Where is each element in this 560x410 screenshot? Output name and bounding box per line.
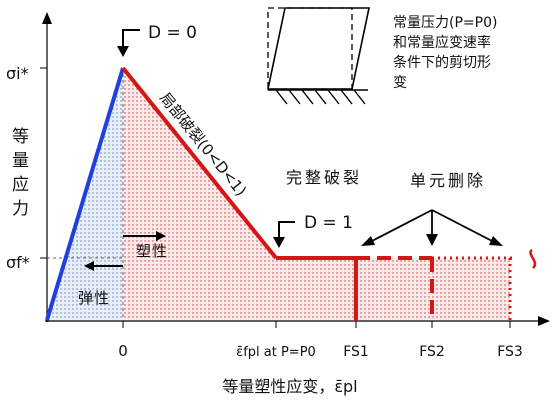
x-axis-title: 等量塑性应变，ε̄pl xyxy=(222,377,357,396)
deletion-arrowhead-mid xyxy=(426,234,438,246)
y-axis-title: 等 量 应 力 xyxy=(12,127,29,219)
elastic-line xyxy=(45,67,125,321)
ground-hatch xyxy=(275,89,366,105)
deletion-arrowhead-left xyxy=(361,236,375,246)
d-zero-arrow xyxy=(122,29,140,48)
deletion-arrow-left xyxy=(369,209,433,243)
y-axis-title-char: 力 xyxy=(12,199,29,219)
shear-note-line: 常量压力(P=P0) xyxy=(393,15,497,31)
damage-region xyxy=(123,68,510,320)
y-axis-title-char: 应 xyxy=(12,175,29,195)
shear-inset xyxy=(267,7,370,105)
y-axis-title-char: 量 xyxy=(12,151,29,171)
shear-note-line: 和常量应变速率 xyxy=(393,34,491,51)
d-one-label: D = 1 xyxy=(304,213,353,233)
tick-label-fs3: FS3 xyxy=(497,344,523,360)
damage-line xyxy=(121,66,278,260)
deformed-element xyxy=(267,7,370,90)
y-axis-arrowhead xyxy=(42,12,52,24)
d-one-arrowhead xyxy=(273,237,285,248)
shear-note: 常量压力(P=P0) 和常量应变速率 条件下的剪切形 变 xyxy=(393,15,497,91)
d-zero-label: D = 0 xyxy=(148,23,197,43)
tick-label-zero: 0 xyxy=(118,342,128,360)
shear-note-line: 条件下的剪切形 xyxy=(393,54,491,71)
sigma-f-label: σf* xyxy=(6,253,30,272)
shear-note-line: 变 xyxy=(393,75,407,91)
d-zero-arrowhead xyxy=(117,46,129,57)
tick-label-fs2: FS2 xyxy=(419,344,445,360)
complete-fracture-label: 完整破裂 xyxy=(286,168,362,187)
sigma-i-label: σi* xyxy=(6,64,29,83)
d-one-arrow xyxy=(278,221,295,239)
deletion-arrowhead-right xyxy=(489,236,503,246)
element-deletion-label: 单元删除 xyxy=(410,171,486,190)
elastic-arrowhead xyxy=(84,261,94,271)
plastic-label: 塑性 xyxy=(136,242,168,260)
deletion-arrow-right xyxy=(431,209,495,243)
undeformed-element xyxy=(267,7,353,90)
tick-label-fs1: FS1 xyxy=(343,344,369,360)
tick-label-ef: ε̄fpl at P=P0 xyxy=(236,345,316,360)
x-axis-arrowhead xyxy=(538,316,550,326)
elastic-label: 弹性 xyxy=(78,289,110,307)
y-axis-title-char: 等 xyxy=(12,127,29,147)
break-squiggle xyxy=(529,248,537,269)
plastic-arrowhead xyxy=(156,231,166,241)
